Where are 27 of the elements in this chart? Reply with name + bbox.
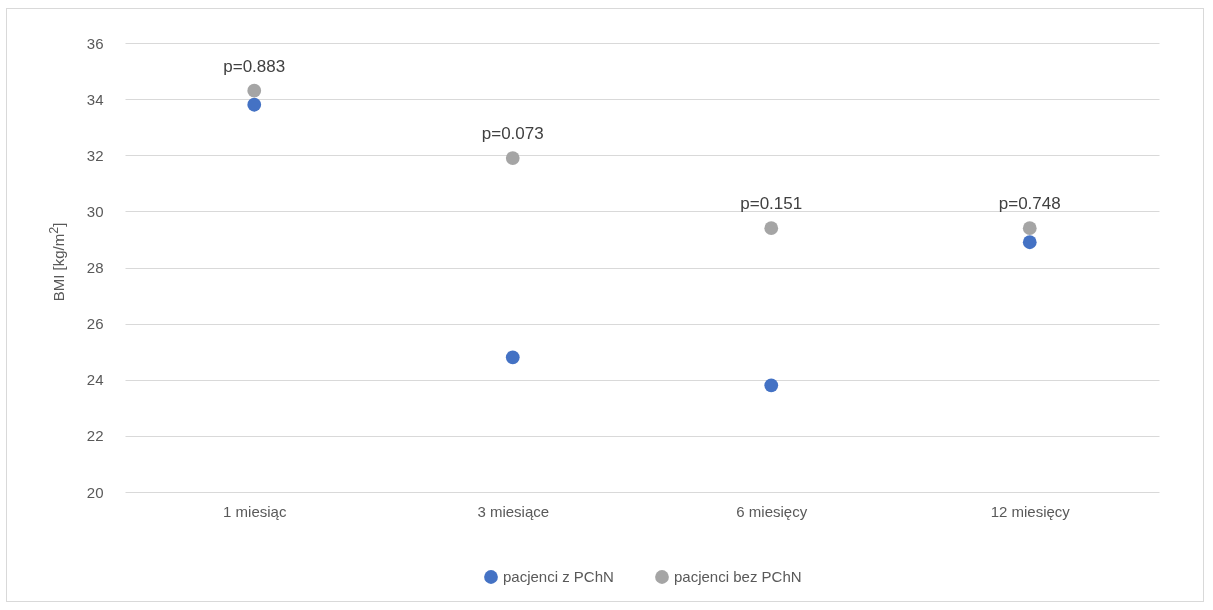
point xyxy=(247,83,262,98)
point xyxy=(247,97,262,112)
annotation: p=0.073 xyxy=(481,124,544,144)
point xyxy=(505,151,520,165)
y-tick-label: 32 xyxy=(86,146,104,164)
y-tick-label: 34 xyxy=(86,90,104,108)
x-tick-label: 12 miesięcy xyxy=(990,502,1071,520)
point xyxy=(764,378,779,393)
point xyxy=(1022,235,1037,250)
y-tick-label: 26 xyxy=(86,315,104,333)
annotation: p=0.883 xyxy=(223,56,286,76)
x-tick-label: 3 miesiące xyxy=(477,502,550,520)
y-tick-label: 22 xyxy=(86,427,104,445)
y-tick-label: 28 xyxy=(86,259,104,276)
legend-label: pacjenci z PChN xyxy=(503,568,614,585)
annotation: p=0.748 xyxy=(998,194,1061,214)
x-tick-label: 1 miesiąc xyxy=(223,502,287,520)
legend-label: pacjenci bez PChN xyxy=(674,568,802,585)
x-tick-label: 6 miesięcy xyxy=(736,502,808,520)
annotation: p=0.151 xyxy=(740,194,803,214)
point xyxy=(1022,221,1037,236)
y-tick-label: 30 xyxy=(86,202,104,220)
point xyxy=(764,221,779,236)
y-tick-label: 20 xyxy=(86,483,104,501)
y-tick-label: 24 xyxy=(86,371,104,389)
y-tick-label: 36 xyxy=(86,34,104,52)
point xyxy=(505,350,520,365)
